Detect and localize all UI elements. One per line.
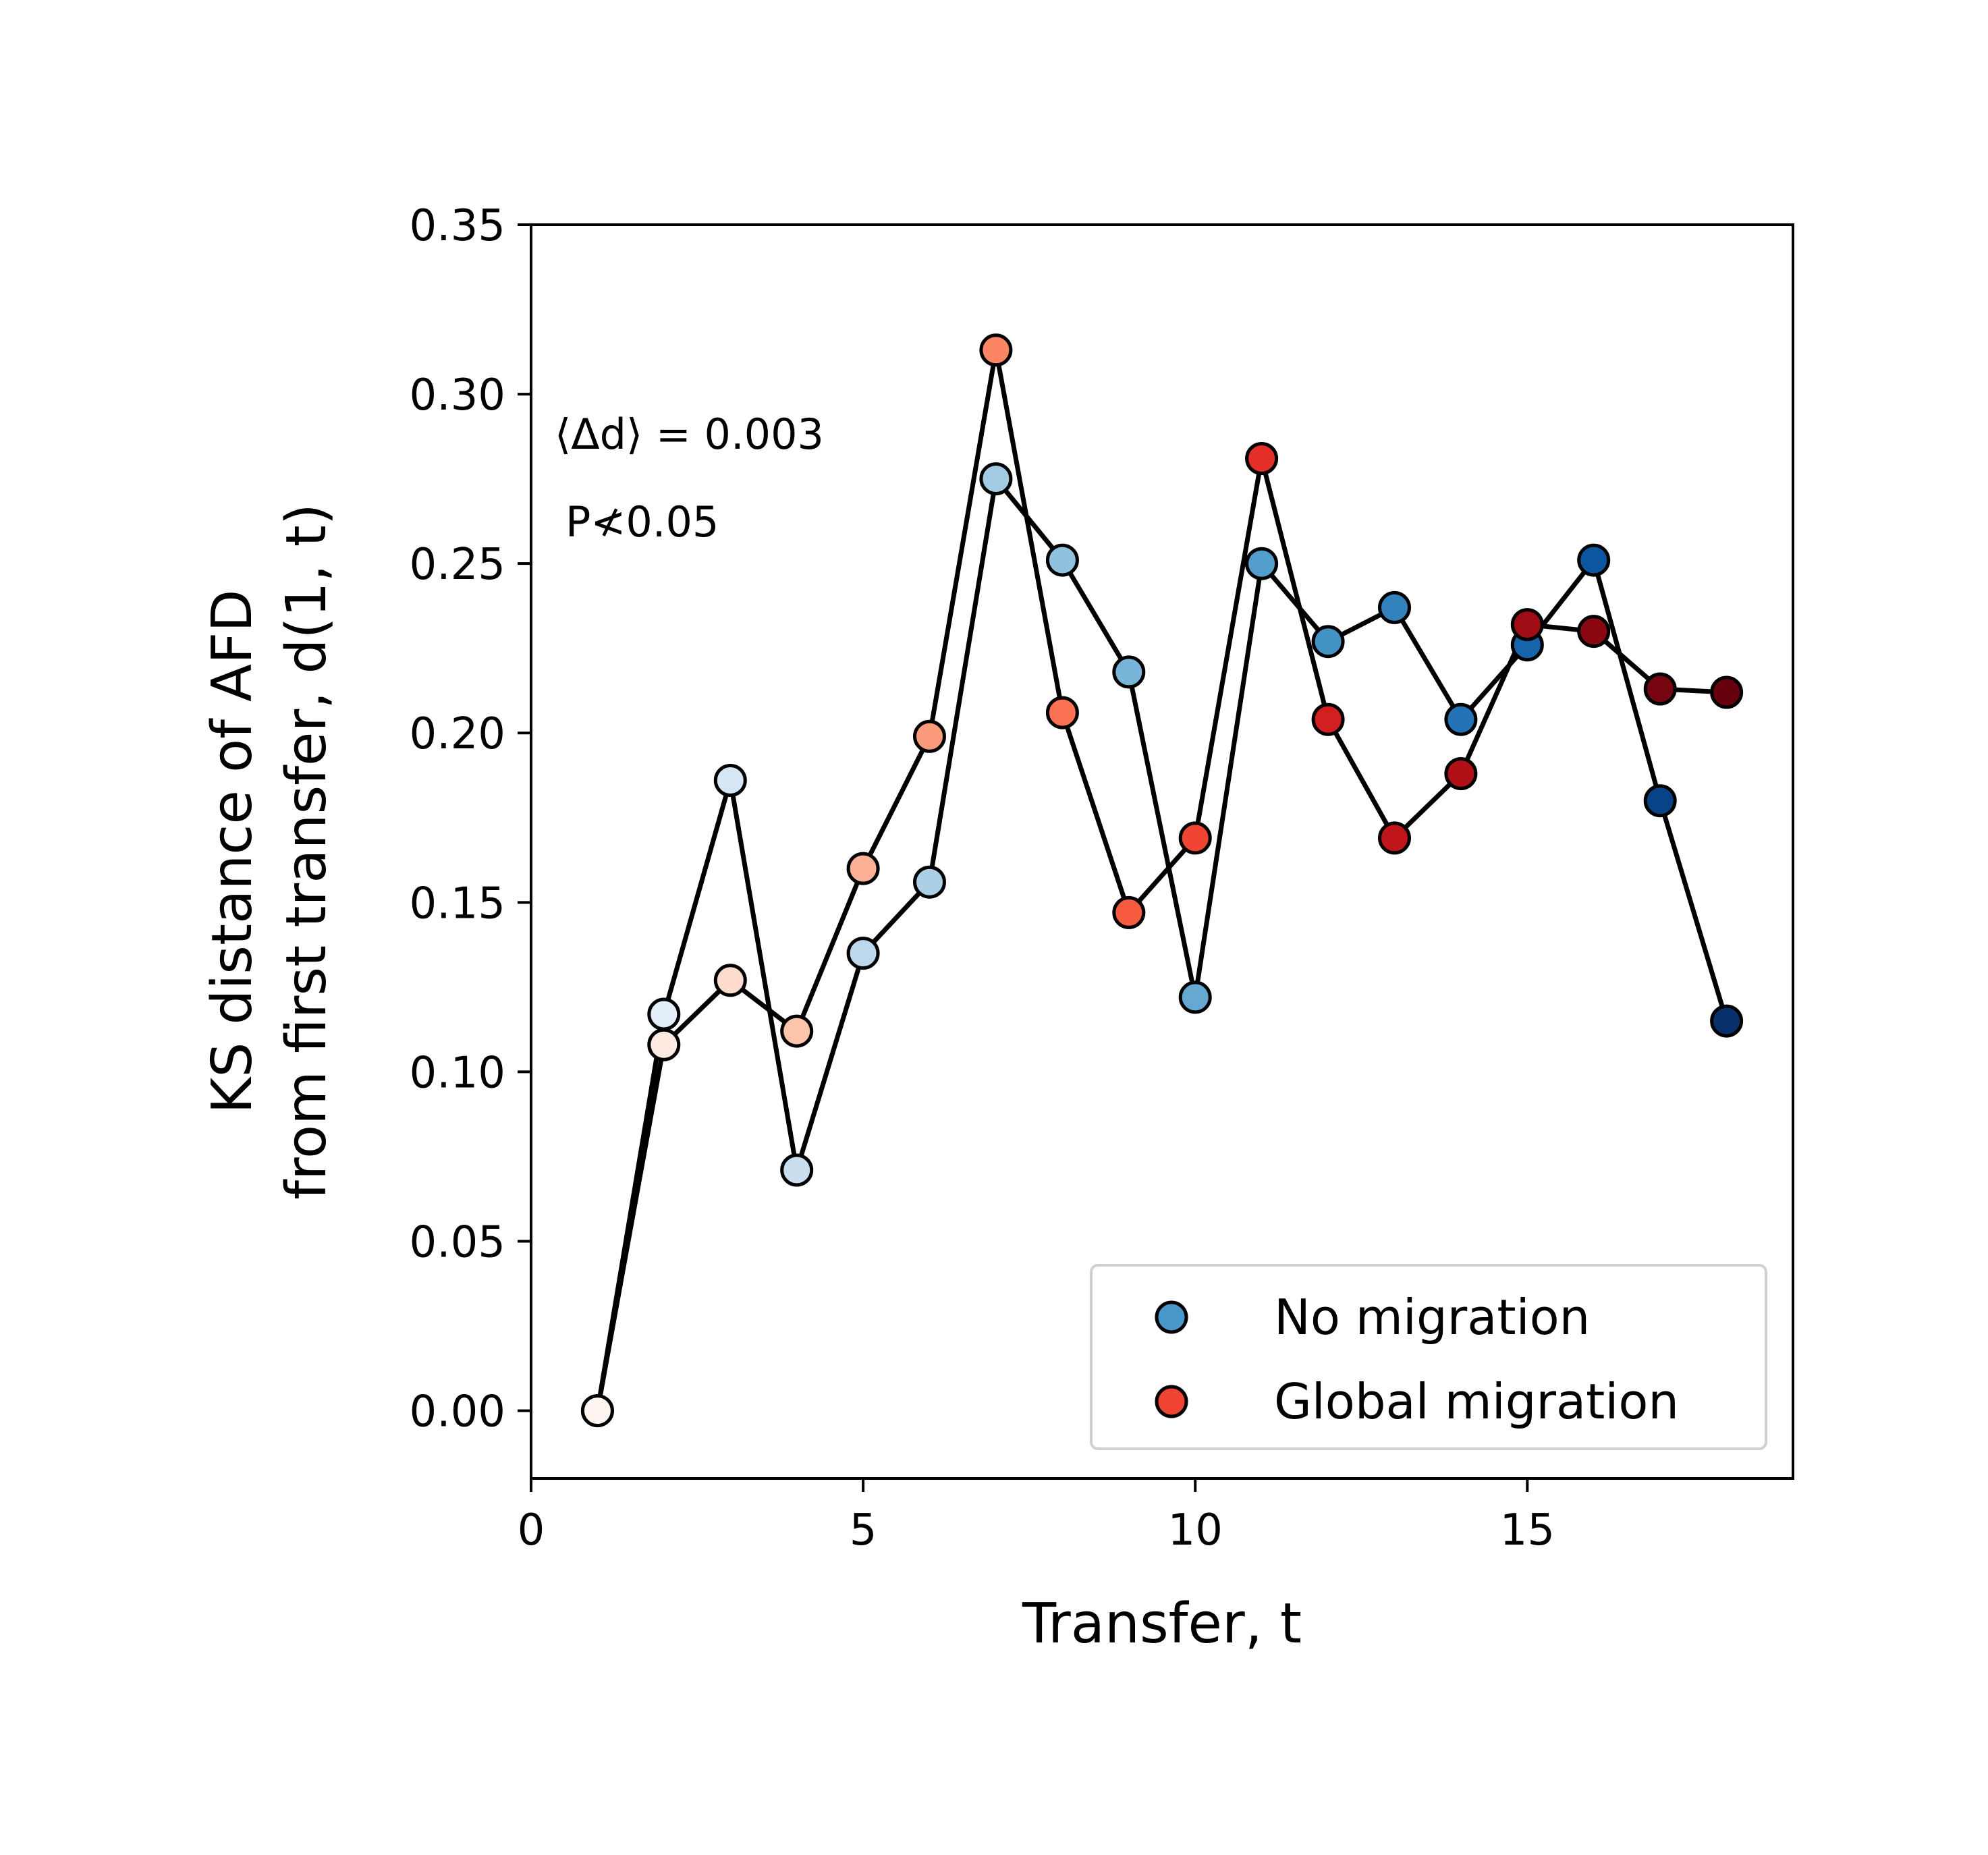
data-point-series-1 (647, 1028, 681, 1061)
data-point-series-0 (1245, 547, 1279, 580)
x-tick-label: 15 (1500, 1505, 1555, 1555)
data-point-series-1 (1245, 442, 1279, 475)
data-point-series-1 (1577, 615, 1611, 648)
y-tick-label: 0.35 (410, 201, 506, 251)
series-points (580, 333, 1744, 1428)
y-tick-label: 0.15 (410, 879, 506, 929)
x-tick-label: 5 (850, 1505, 877, 1555)
legend-label-no-migration: No migration (1274, 1289, 1590, 1346)
legend: No migration Global migration (1090, 1264, 1767, 1450)
data-point-series-0 (1378, 590, 1411, 624)
annotation-p-value: P≮0.05 (565, 497, 719, 547)
data-point-series-1 (1710, 675, 1744, 709)
legend-box (1090, 1264, 1767, 1450)
legend-marker-no-migration (1155, 1300, 1188, 1334)
data-point-series-0 (1178, 980, 1212, 1014)
x-axis-ticks: 0 5 10 15 (518, 1478, 1555, 1555)
y-tick-label: 0.25 (410, 540, 506, 590)
y-axis-label: KS distance of AFD from first transfer, … (200, 503, 339, 1200)
y-tick-label: 0.30 (410, 370, 506, 420)
x-tick-label: 0 (518, 1505, 545, 1555)
data-point-series-1 (580, 1394, 614, 1428)
data-point-series-0 (979, 462, 1013, 496)
annotation-mean-delta: ⟨Δd⟩ = 0.003 (555, 410, 824, 459)
data-point-series-0 (1577, 543, 1611, 577)
plot-frame (530, 223, 1794, 1480)
data-point-series-1 (1378, 821, 1411, 855)
y-tick-label: 0.05 (410, 1217, 506, 1267)
data-point-series-1 (1444, 757, 1478, 790)
legend-marker-global-migration (1155, 1385, 1188, 1418)
data-point-series-0 (780, 1153, 814, 1187)
data-point-series-1 (979, 333, 1013, 367)
y-axis-label-line2: from first transfer, d(1, t) (275, 503, 339, 1200)
x-tick-label: 10 (1167, 1505, 1222, 1555)
data-point-series-0 (913, 865, 946, 899)
data-point-series-1 (1510, 608, 1544, 642)
data-point-series-0 (1112, 655, 1146, 689)
data-point-series-1 (1311, 702, 1345, 736)
data-point-series-0 (647, 997, 681, 1031)
data-point-series-0 (846, 937, 880, 970)
data-point-series-1 (846, 852, 880, 885)
data-point-series-1 (1643, 672, 1677, 706)
data-point-series-1 (1178, 821, 1212, 855)
data-point-series-0 (1643, 784, 1677, 818)
y-axis-ticks: 0.00 0.05 0.10 0.15 0.20 0.25 0.30 0.35 (410, 201, 531, 1437)
data-point-series-0 (1444, 702, 1478, 736)
legend-label-global-migration: Global migration (1274, 1373, 1679, 1430)
data-point-series-0 (1311, 625, 1345, 659)
y-axis-label-line1: KS distance of AFD (200, 590, 265, 1114)
x-axis-label: Transfer, t (1022, 1592, 1302, 1656)
y-tick-label: 0.20 (410, 709, 506, 759)
y-tick-label: 0.00 (410, 1387, 506, 1437)
data-point-series-0 (1045, 543, 1079, 577)
data-point-series-1 (1112, 895, 1146, 929)
data-point-series-0 (713, 764, 747, 797)
data-point-series-1 (713, 964, 747, 997)
data-point-series-1 (913, 719, 946, 753)
data-point-series-1 (780, 1014, 814, 1048)
y-tick-label: 0.10 (410, 1048, 506, 1098)
data-point-series-1 (1045, 696, 1079, 729)
data-point-series-0 (1710, 1004, 1744, 1038)
